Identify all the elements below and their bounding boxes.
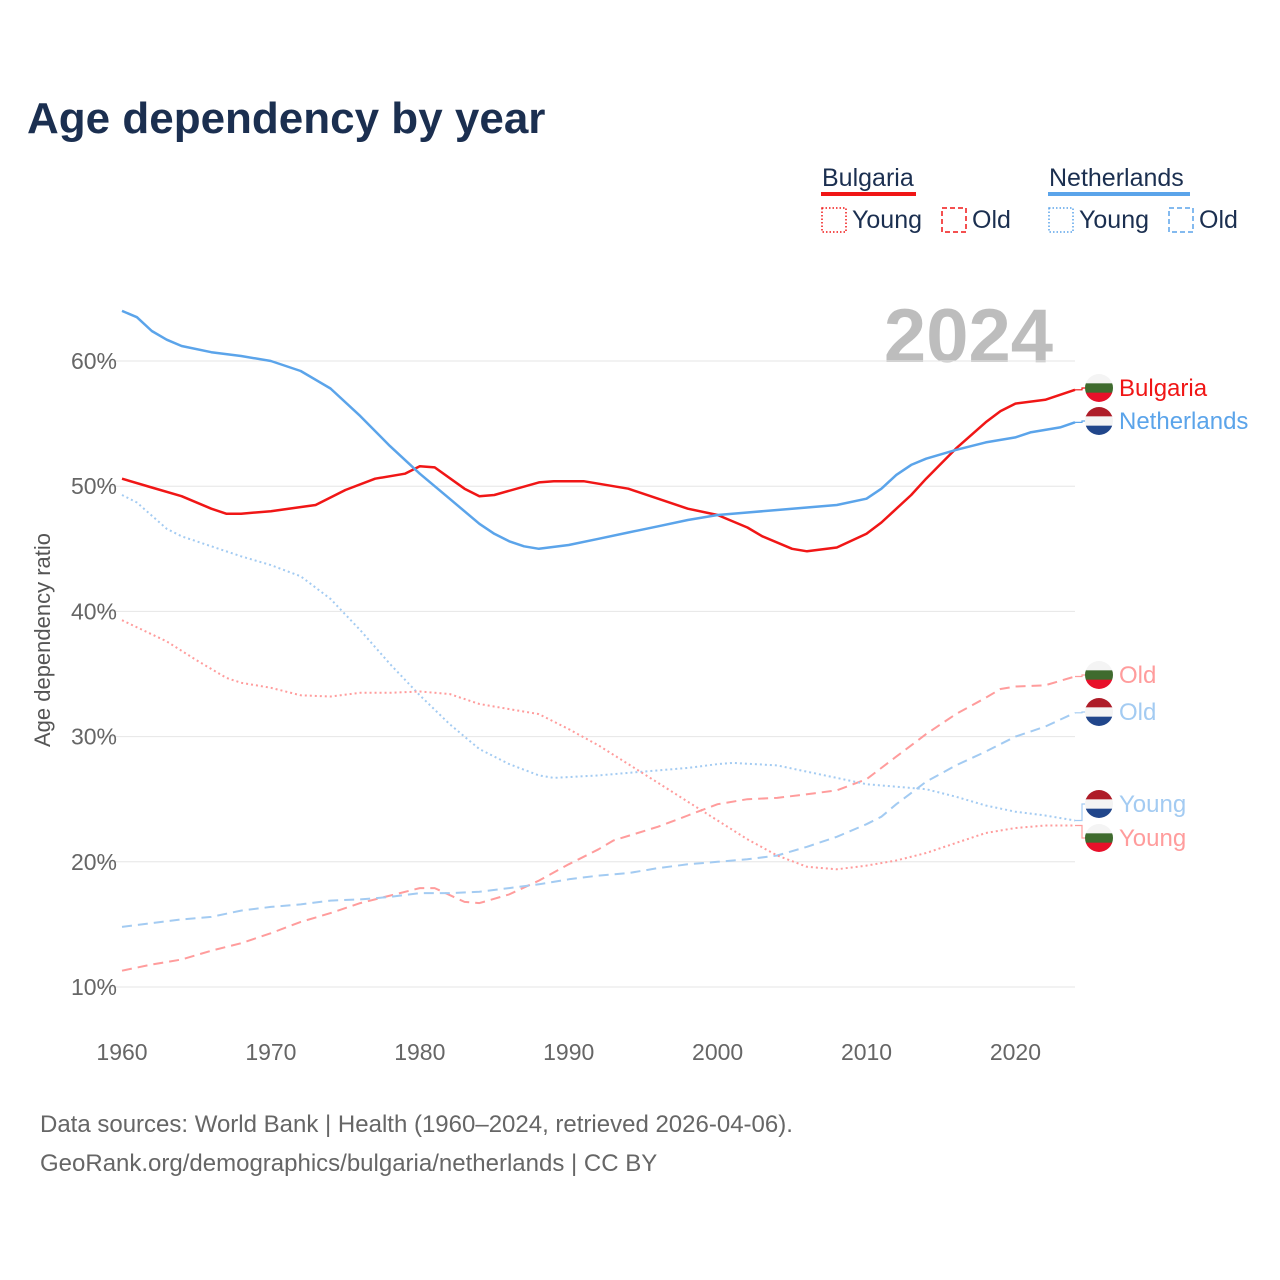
label-connector [1075, 803, 1086, 822]
year-watermark: 2024 [884, 294, 1053, 379]
legend-label-bulgaria-old: Old [972, 206, 1011, 234]
y-axis-ticks: 10% 20% 30% 40% 50% 60% [71, 348, 117, 1000]
legend-label-bulgaria-young: Young [852, 206, 922, 234]
end-label-text: Young [1119, 791, 1186, 818]
end-label-bulgaria-young: Young [1075, 824, 1186, 852]
legend-group-netherlands: Netherlands Young Old [1048, 164, 1238, 234]
chart-title: Age dependency by year [27, 94, 545, 143]
x-tick-label: 2020 [990, 1039, 1041, 1065]
label-connector [1075, 420, 1086, 423]
y-tick-label: 10% [71, 974, 117, 1000]
legend-swatch-bulgaria-young [821, 207, 847, 233]
legend-country-netherlands: Netherlands [1049, 164, 1184, 192]
end-label-bulgaria: Bulgaria [1075, 374, 1208, 402]
legend-swatch-netherlands-old [1168, 207, 1194, 233]
end-label-netherlands: Netherlands [1075, 407, 1248, 435]
y-tick-label: 20% [71, 849, 117, 875]
label-connector [1075, 387, 1086, 391]
legend-label-netherlands-old: Old [1199, 206, 1238, 234]
label-connector [1075, 824, 1086, 839]
y-tick-label: 30% [71, 724, 117, 750]
legend-label-netherlands-young: Young [1079, 206, 1149, 234]
series-line-bulgaria-young [121, 619, 1075, 871]
end-label-text: Old [1119, 699, 1156, 726]
x-tick-label: 1980 [394, 1039, 445, 1065]
netherlands-flag-icon [1085, 790, 1113, 818]
label-connector [1075, 674, 1086, 678]
end-label-bulgaria-old: Old [1075, 661, 1156, 689]
y-tick-label: 60% [71, 348, 117, 374]
netherlands-flag-icon [1085, 407, 1113, 435]
y-axis-label: Age dependency ratio [30, 533, 55, 747]
end-label-netherlands-young: Young [1075, 790, 1186, 822]
y-tick-label: 40% [71, 598, 117, 624]
end-label-text: Netherlands [1119, 408, 1248, 435]
legend-country-bulgaria: Bulgaria [822, 164, 914, 192]
y-tick-label: 50% [71, 473, 117, 499]
x-tick-label: 1970 [245, 1039, 296, 1065]
series-line-netherlands [121, 309, 1076, 551]
x-axis-ticks: 1960 1970 1980 1990 2000 2010 2020 [96, 1039, 1041, 1065]
credit-text: GeoRank.org/demographics/bulgaria/nether… [40, 1150, 657, 1177]
end-label-netherlands-old: Old [1075, 698, 1156, 726]
series-line-bulgaria [121, 388, 1076, 553]
legend-swatch-netherlands-young [1048, 207, 1074, 233]
x-tick-label: 1990 [543, 1039, 594, 1065]
bulgaria-flag-icon [1085, 374, 1113, 402]
label-connector [1075, 711, 1086, 714]
end-labels: Bulgaria Netherlands Old Old Young Young [1075, 374, 1248, 852]
end-label-text: Old [1119, 662, 1156, 689]
bulgaria-flag-icon [1085, 661, 1113, 689]
x-tick-label: 2000 [692, 1039, 743, 1065]
series-line-bulgaria-old [121, 675, 1076, 972]
series-lines [121, 309, 1076, 972]
legend-group-bulgaria: Bulgaria Young Old [821, 164, 1011, 234]
gridlines [98, 360, 1075, 988]
legend: Bulgaria Young Old Netherlands Young Old [821, 164, 1238, 234]
series-line-netherlands-young [121, 494, 1076, 822]
end-label-text: Young [1119, 825, 1186, 852]
legend-swatch-bulgaria-old [941, 207, 967, 233]
end-label-text: Bulgaria [1119, 375, 1208, 402]
data-source-text: Data sources: World Bank | Health (1960–… [40, 1111, 793, 1138]
bulgaria-flag-icon [1085, 824, 1113, 852]
series-line-netherlands-old [121, 711, 1076, 928]
x-tick-label: 1960 [96, 1039, 147, 1065]
x-tick-label: 2010 [841, 1039, 892, 1065]
netherlands-flag-icon [1085, 698, 1113, 726]
